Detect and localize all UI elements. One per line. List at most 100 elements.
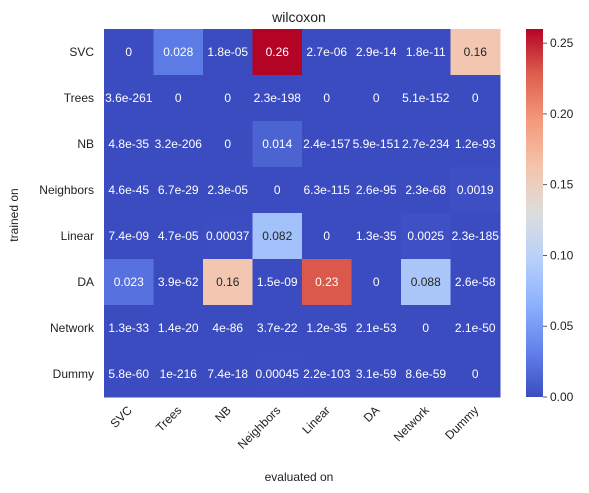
heatmap-cell bbox=[351, 305, 402, 352]
heatmap-cell bbox=[302, 167, 352, 214]
colorbar-ticks: 0.00 0.05 0.10 0.15 0.20 0.25 bbox=[543, 36, 574, 404]
heatmap-cell bbox=[203, 75, 253, 122]
cell-value-label: 0 bbox=[373, 91, 380, 105]
cell-value-label: 4.7e-05 bbox=[158, 229, 199, 243]
heatmap-cell bbox=[104, 259, 154, 306]
heatmap-cell bbox=[351, 29, 402, 76]
heatmap-cell bbox=[203, 167, 253, 214]
colorbar-tick-label: 0.25 bbox=[550, 36, 574, 50]
heatmap-cell bbox=[153, 305, 204, 352]
heatmap-cell bbox=[153, 351, 204, 398]
cell-value-label: 0 bbox=[323, 229, 330, 243]
heatmap-cell bbox=[252, 305, 303, 352]
cell-value-label: 0 bbox=[472, 367, 479, 381]
cell-value-label: 5.8e-60 bbox=[108, 367, 149, 381]
cell-value-label: 0.0025 bbox=[407, 229, 444, 243]
cell-value-label: 4e-86 bbox=[212, 321, 243, 335]
cell-value-label: 0.088 bbox=[411, 275, 441, 289]
heatmap-cell bbox=[104, 213, 154, 260]
heatmap-cell bbox=[153, 75, 204, 122]
x-tick-label: Linear bbox=[299, 403, 332, 436]
heatmap-cell bbox=[104, 351, 154, 398]
cell-value-label: 0 bbox=[224, 137, 231, 151]
x-tick-label: SVC bbox=[108, 403, 136, 431]
cell-value-label: 3.7e-22 bbox=[257, 321, 298, 335]
colorbar-tick-label: 0.05 bbox=[550, 319, 574, 333]
cell-value-label: 0 bbox=[472, 91, 479, 105]
heatmap-cell bbox=[302, 305, 352, 352]
cell-value-label: 3.6e-261 bbox=[105, 91, 153, 105]
cell-value-label: 8.6e-59 bbox=[405, 367, 446, 381]
heatmap-cell bbox=[450, 167, 501, 214]
cell-value-label: 0.16 bbox=[464, 45, 488, 59]
heatmap-cell bbox=[401, 259, 451, 306]
heatmap-cell bbox=[351, 75, 402, 122]
heatmap-cell bbox=[252, 75, 303, 122]
cell-value-label: 5.9e-151 bbox=[353, 137, 401, 151]
cell-value-label: 0.014 bbox=[262, 137, 292, 151]
cell-value-label: 1e-216 bbox=[160, 367, 198, 381]
cell-value-label: 1.4e-20 bbox=[158, 321, 199, 335]
cell-value-label: 0 bbox=[323, 91, 330, 105]
cell-value-label: 2.9e-14 bbox=[356, 45, 397, 59]
y-tick-label: Linear bbox=[61, 229, 94, 243]
heatmap-cell bbox=[450, 121, 501, 168]
heatmap-cell bbox=[351, 259, 402, 306]
heatmap-cell bbox=[203, 29, 253, 76]
heatmap-cell bbox=[252, 121, 303, 168]
y-tick-label: DA bbox=[77, 275, 94, 289]
cell-value-label: 2.4e-157 bbox=[303, 137, 351, 151]
cell-value-label: 0 bbox=[274, 183, 281, 197]
x-axis-label: evaluated on bbox=[265, 470, 334, 484]
heatmap-cell bbox=[302, 75, 352, 122]
cell-value-label: 6.3e-115 bbox=[304, 183, 351, 197]
y-tick-label: Dummy bbox=[53, 367, 94, 381]
heatmap-cell bbox=[104, 75, 154, 122]
cell-value-label: 0.023 bbox=[114, 275, 144, 289]
cell-value-label: 3.9e-62 bbox=[158, 275, 199, 289]
x-tick-labels: SVC Trees NB Neighbors Linear DA Network Dummy bbox=[108, 403, 482, 452]
heatmap-cell bbox=[351, 351, 402, 398]
heatmap-cell bbox=[153, 167, 204, 214]
cell-value-label: 1.8e-11 bbox=[406, 45, 446, 59]
cell-value-label: 0.082 bbox=[262, 229, 292, 243]
heatmap-cell bbox=[104, 167, 154, 214]
cell-value-label: 0.00045 bbox=[256, 367, 300, 381]
cell-value-label: 0 bbox=[422, 321, 429, 335]
heatmap-cell bbox=[104, 305, 154, 352]
x-tick-label: DA bbox=[361, 403, 383, 425]
colorbar bbox=[526, 29, 543, 397]
colorbar-tick-label: 0.00 bbox=[550, 390, 574, 404]
cell-value-label: 1.2e-93 bbox=[455, 137, 496, 151]
cell-value-label: 0 bbox=[175, 91, 182, 105]
cell-value-label: 2.3e-198 bbox=[254, 91, 302, 105]
cell-value-label: 0 bbox=[125, 45, 132, 59]
heatmap-cell bbox=[450, 351, 501, 398]
cell-value-label: 1.2e-35 bbox=[306, 321, 347, 335]
y-tick-label: Network bbox=[50, 321, 95, 335]
y-tick-labels: SVC Trees NB Neighbors Linear DA Network Dummy bbox=[39, 45, 95, 381]
heatmap-cell bbox=[401, 305, 451, 352]
cell-value-label: 7.4e-09 bbox=[108, 229, 149, 243]
heatmap-cell bbox=[104, 29, 154, 76]
cell-value-label: 6.7e-29 bbox=[158, 183, 199, 197]
heatmap-cell bbox=[203, 213, 253, 260]
cell-value-label: 4.6e-45 bbox=[108, 183, 149, 197]
heatmap-cell bbox=[203, 259, 253, 306]
heatmap-cell bbox=[153, 213, 204, 260]
cell-value-label: 3.2e-206 bbox=[155, 137, 203, 151]
y-tick-label: SVC bbox=[69, 45, 94, 59]
heatmap-cell bbox=[252, 259, 303, 306]
heatmap-cell bbox=[302, 351, 352, 398]
heatmap-cell bbox=[450, 213, 501, 260]
cell-value-label: 2.1e-50 bbox=[455, 321, 496, 335]
heatmap-cell bbox=[153, 259, 204, 306]
heatmap-cell bbox=[401, 121, 451, 168]
heatmap-cells: 0 0.028 1.8e-05 0.26 2.7e-06 2.9e-14 1.8e-11 0.… bbox=[104, 29, 501, 398]
heatmap-cell bbox=[302, 29, 352, 76]
colorbar-tick-label: 0.10 bbox=[550, 248, 574, 262]
heatmap-cell bbox=[401, 213, 451, 260]
cell-value-label: 2.6e-95 bbox=[356, 183, 397, 197]
y-axis-label: trained on bbox=[7, 188, 21, 241]
